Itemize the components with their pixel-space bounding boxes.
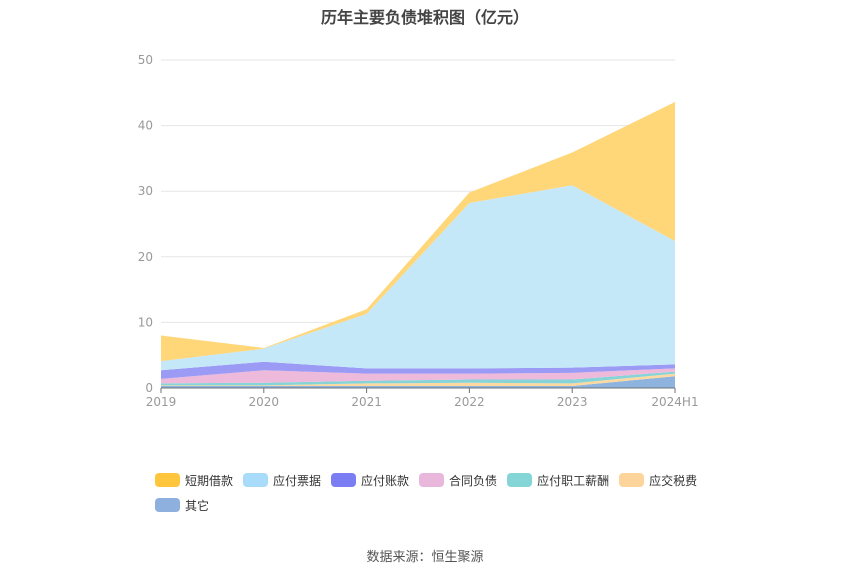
area-series-3 (161, 368, 675, 384)
x-tick-label: 2022 (454, 395, 485, 409)
x-tick-label: 2024H1 (651, 395, 698, 409)
y-tick-label: 50 (138, 53, 153, 67)
legend-swatch (155, 498, 180, 512)
legend-swatch (243, 473, 269, 487)
legend-label: 应交税费 (649, 473, 698, 488)
area-series-5 (161, 185, 675, 371)
area-series-4 (161, 361, 675, 379)
legend-swatch (419, 473, 445, 487)
y-tick-label: 30 (138, 184, 153, 198)
legend-item[interactable]: 应交税费 (619, 472, 697, 488)
area-series-1 (161, 373, 675, 387)
x-tick-label: 2020 (249, 395, 280, 409)
legend-item[interactable]: 合同负债 (419, 472, 497, 488)
area-series-0 (161, 376, 675, 388)
legend-swatch (619, 473, 645, 487)
legend-item[interactable]: 应付账款 (331, 472, 409, 488)
y-tick-label: 10 (138, 315, 153, 329)
x-tick-label: 2023 (557, 395, 588, 409)
x-tick-label: 2019 (146, 395, 177, 409)
legend-item[interactable]: 短期借款 (155, 472, 233, 488)
legend-label: 应付账款 (361, 473, 410, 488)
chart-title: 历年主要负债堆积图（亿元） (320, 8, 529, 27)
legend-swatch (507, 473, 533, 487)
legend: 短期借款 应付票据 应付账款 合同负债 应付职工薪酬 应交税费其它 (155, 472, 715, 522)
y-tick-label: 20 (138, 250, 153, 264)
legend-label: 其它 (185, 498, 210, 513)
legend-item[interactable]: 应付职工薪酬 (507, 472, 609, 488)
x-tick-label: 2021 (351, 395, 382, 409)
legend-label: 应付票据 (273, 473, 322, 488)
data-source: 数据来源：恒生聚源 (366, 550, 484, 565)
y-tick-label: 40 (138, 119, 153, 133)
legend-item[interactable]: 应付票据 (243, 472, 321, 488)
legend-label: 合同负债 (449, 473, 498, 488)
legend-item[interactable]: 其它 (155, 497, 209, 513)
legend-label: 应付职工薪酬 (537, 473, 610, 488)
legend-label: 短期借款 (185, 473, 234, 488)
legend-swatch (331, 473, 357, 487)
y-tick-label: 0 (145, 381, 153, 395)
area-series-6 (161, 101, 675, 362)
legend-swatch (155, 473, 180, 487)
area-series-2 (161, 371, 675, 386)
